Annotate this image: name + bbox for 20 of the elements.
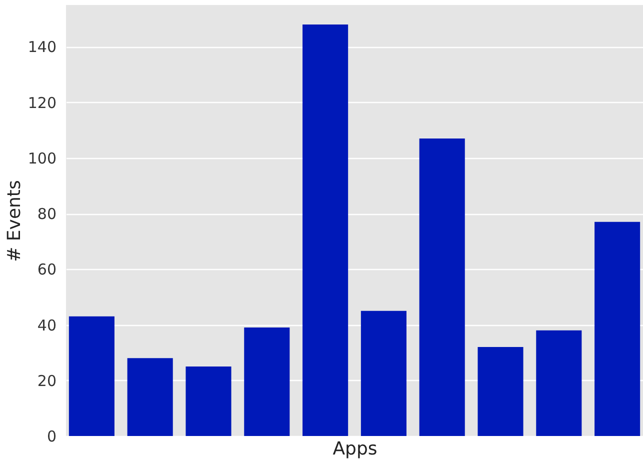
y-tick-label: 0 — [46, 428, 56, 446]
y-axis-title: # Events — [4, 180, 25, 262]
bar — [302, 24, 348, 436]
x-axis-title: Apps — [332, 438, 378, 460]
bar — [536, 330, 582, 436]
bar — [68, 316, 114, 436]
bar — [419, 138, 465, 436]
bar — [594, 222, 640, 436]
y-tick-label: 80 — [37, 205, 56, 224]
bar — [127, 358, 173, 436]
y-tick-label: 20 — [37, 372, 56, 390]
y-tick-label: 120 — [28, 94, 56, 112]
bar — [186, 366, 232, 436]
bar — [244, 328, 290, 436]
y-tick-label: 40 — [37, 316, 56, 334]
y-tick-label: 60 — [37, 260, 56, 279]
y-tick-label: 100 — [28, 149, 56, 168]
bar — [360, 310, 406, 436]
bar — [478, 347, 524, 436]
y-tick-label: 140 — [28, 38, 56, 56]
